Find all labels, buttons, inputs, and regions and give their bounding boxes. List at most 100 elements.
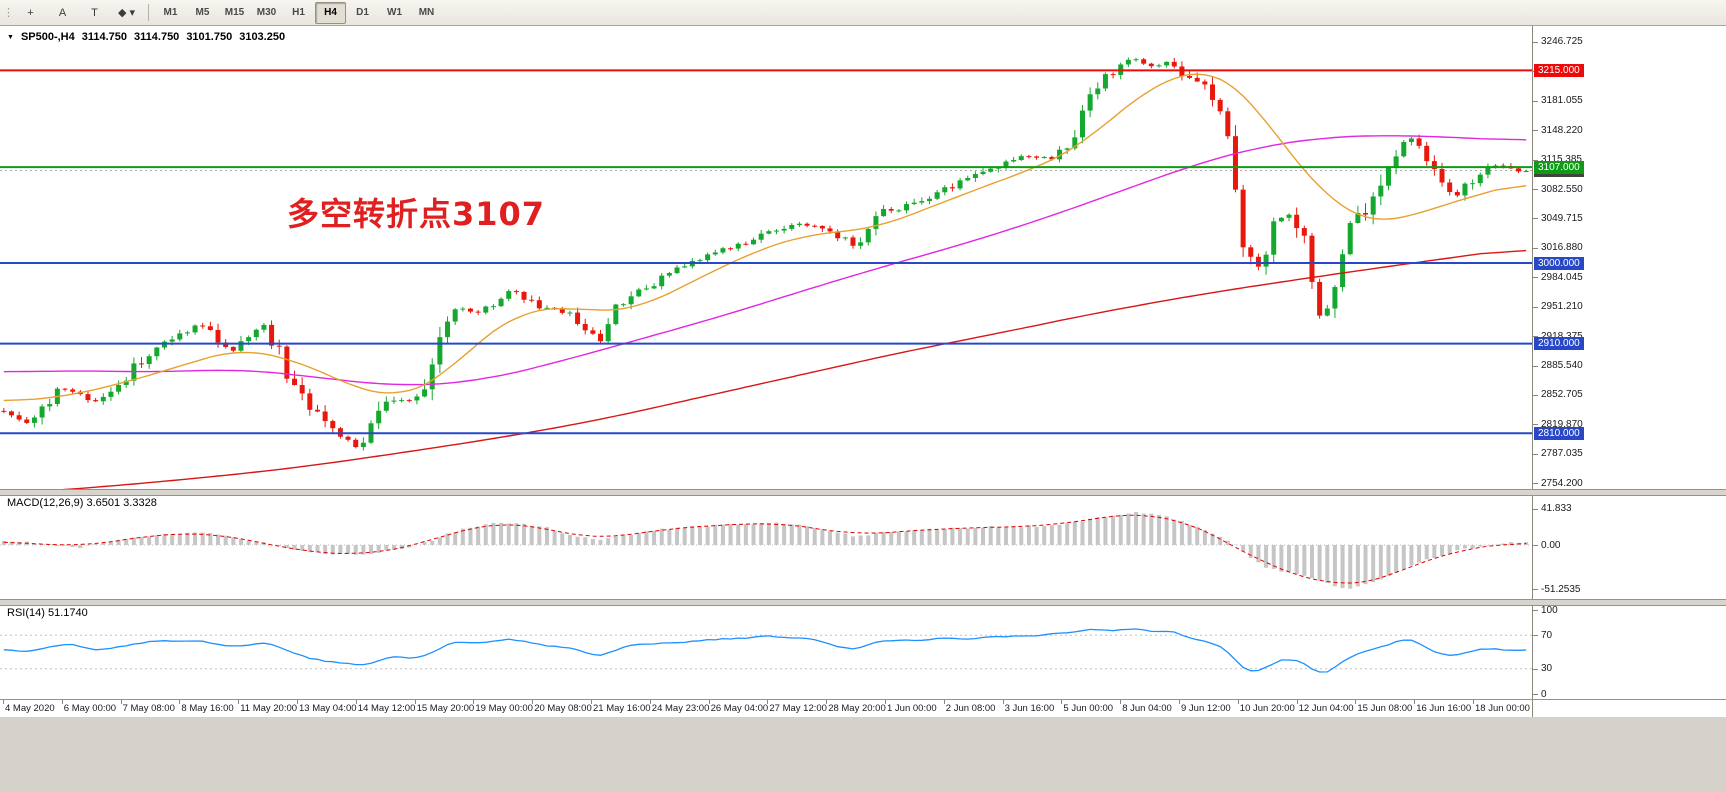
tf-button-m30[interactable]: M30 [256, 7, 277, 18]
axis-label: 2951.210 [1541, 301, 1583, 313]
symbol-dropdown-arrow[interactable]: ▼ [7, 33, 14, 41]
level-price-badge: 2810.000 [1534, 426, 1584, 440]
time-tick [1296, 700, 1298, 704]
axis-label: 0.00 [1541, 539, 1561, 551]
chart-annotation-text[interactable]: 多空转折点3107 [287, 195, 546, 233]
time-label: 27 May 12:00 [769, 703, 827, 714]
time-tick [943, 700, 945, 704]
rsi-panel-canvas[interactable] [0, 604, 1532, 699]
scale-tick [1533, 394, 1538, 396]
axis-label: 100 [1541, 604, 1558, 616]
panel-separator[interactable] [0, 489, 1726, 496]
timeframe-buttons-group: M1 M5 M15 M30 H1 H4 D1 W1 MN [155, 1, 442, 24]
time-label: 15 Jun 08:00 [1357, 703, 1413, 714]
toolbar-separator [148, 4, 149, 21]
time-label: 2 Jun 08:00 [945, 703, 996, 714]
scale-tick [1533, 159, 1538, 161]
scale-tick [1533, 277, 1538, 279]
time-scale[interactable]: 4 May 2020 6 May 00:00 7 May 08:00 8 May 16… [0, 700, 1532, 717]
tf-button-d1[interactable]: D1 [356, 7, 369, 18]
scale-tick [1533, 589, 1538, 591]
time-label: 15 May 20:00 [416, 703, 475, 714]
time-tick [826, 700, 828, 704]
shapes-tool[interactable]: ◆ ▾ [117, 7, 136, 19]
price-scale-divider [1532, 26, 1533, 717]
axis-label: 30 [1541, 663, 1553, 675]
axis-label: 41.833 [1541, 503, 1572, 515]
time-label: 13 May 04:00 [299, 703, 357, 714]
axis-label: 2885.540 [1541, 360, 1583, 372]
time-label: 6 May 00:00 [63, 703, 117, 714]
scale-tick [1533, 424, 1538, 426]
time-label: 28 May 20:00 [828, 703, 886, 714]
axis-label: 3115.385 [1541, 154, 1582, 166]
time-tick [238, 700, 240, 704]
time-tick [1002, 700, 1004, 704]
window-bottom-area [0, 717, 1726, 791]
tf-button-m15[interactable]: M15 [224, 7, 245, 18]
time-tick [885, 700, 886, 704]
level-price-badge: 3107.000 [1534, 160, 1584, 174]
time-tick [1473, 700, 1474, 704]
time-label: 1 Jun 00:00 [887, 703, 937, 714]
axis-label: 2819.870 [1541, 418, 1583, 430]
time-label: 16 Jun 16:00 [1416, 703, 1472, 714]
ma-fast-orange-line [3, 73, 1527, 402]
tf-button-m1[interactable]: M1 [163, 7, 178, 18]
ohlc-low: 3101.750 [186, 31, 233, 43]
time-tick [1061, 700, 1063, 704]
axis-label: 2984.045 [1541, 271, 1583, 283]
scale-tick [1533, 306, 1538, 308]
axis-label: 3082.550 [1541, 183, 1583, 195]
label-tool[interactable]: A [58, 6, 67, 19]
time-tick [767, 700, 769, 704]
time-label: 26 May 04:00 [710, 703, 769, 714]
tf-button-m5[interactable]: M5 [195, 7, 210, 18]
time-label: 14 May 12:00 [357, 703, 416, 714]
macd-panel-canvas[interactable] [0, 494, 1532, 599]
axis-label: 2852.705 [1541, 389, 1583, 401]
scale-tick [1533, 694, 1538, 695]
price-scale[interactable]: 3246.7253213.8903181.0553148.2203115.385… [1533, 26, 1726, 717]
time-label: 12 Jun 04:00 [1298, 703, 1354, 714]
time-label: 4 May 2020 [5, 703, 55, 714]
scale-tick [1533, 610, 1538, 611]
time-label: 24 May 23:00 [651, 703, 710, 714]
axis-label: 3181.055 [1541, 95, 1583, 107]
time-label: 9 Jun 12:00 [1181, 703, 1231, 714]
axis-label: 3148.220 [1541, 124, 1583, 136]
tf-button-w1[interactable]: W1 [387, 7, 402, 18]
ma-slow-red-line [62, 249, 1527, 489]
time-tick [414, 700, 416, 704]
time-label: 10 Jun 20:00 [1239, 703, 1295, 714]
macd-indicator-label: MACD(12,26,9) 3.6501 3.3328 [7, 497, 157, 509]
time-label: 8 May 16:00 [181, 703, 234, 714]
rsi-indicator-label: RSI(14) 51.1740 [7, 607, 88, 619]
candles-layer [1, 57, 1529, 451]
axis-label: 2754.200 [1541, 477, 1583, 489]
axis-label: 0 [1541, 688, 1547, 700]
scale-tick [1533, 453, 1538, 455]
time-tick [1414, 700, 1416, 704]
panel-separator[interactable] [0, 599, 1726, 606]
time-tick [649, 700, 651, 704]
crosshair-tool[interactable]: + [27, 6, 34, 19]
text-tool[interactable]: T [91, 6, 98, 19]
time-tick [3, 700, 4, 704]
toolbar-grip[interactable]: ⋮ [3, 6, 14, 19]
chart-title: ▼ SP500-,H4 3114.750 3114.750 3101.750 3… [7, 31, 285, 43]
time-tick [179, 700, 181, 704]
price-chart-canvas[interactable] [0, 26, 1532, 489]
time-tick [532, 700, 534, 704]
time-label: 20 May 08:00 [534, 703, 592, 714]
tf-button-mn[interactable]: MN [418, 7, 435, 18]
scale-tick [1533, 218, 1538, 220]
tf-button-h1[interactable]: H1 [292, 7, 305, 18]
time-tick [1237, 700, 1239, 704]
ma-mid-magenta-line [3, 135, 1527, 386]
axis-label: 70 [1541, 629, 1553, 641]
scale-tick [1533, 668, 1538, 670]
time-tick [297, 700, 298, 704]
tf-button-h4[interactable]: H4 [315, 1, 346, 24]
time-label: 18 Jun 00:00 [1475, 703, 1530, 714]
